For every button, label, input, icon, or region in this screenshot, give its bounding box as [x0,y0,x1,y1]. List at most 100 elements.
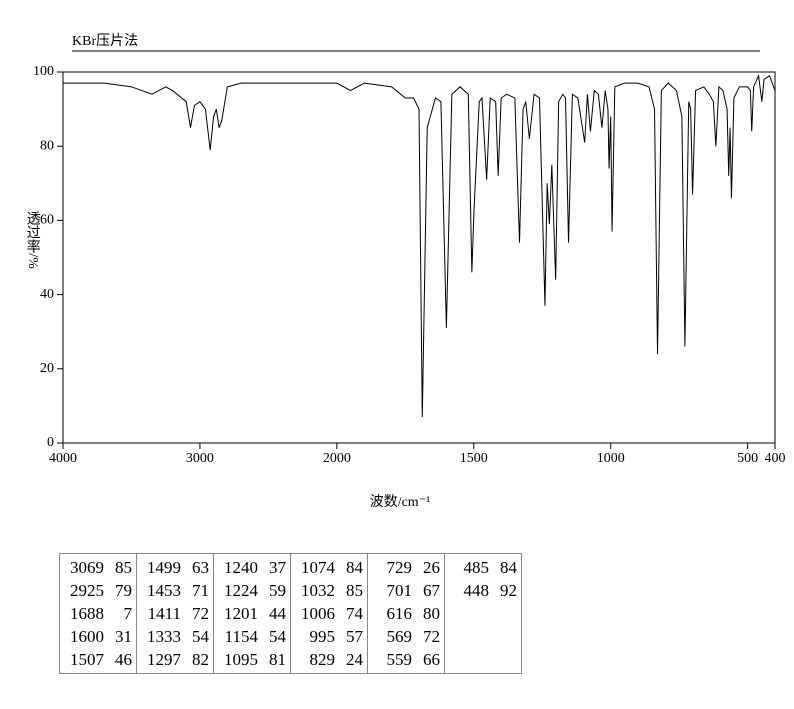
transmittance: 74 [346,604,363,623]
table-row: 1032 85 [295,579,363,602]
x-tick-label: 2000 [323,451,351,466]
table-row: 559 66 [372,648,441,671]
table-row: 569 72 [372,625,441,648]
wavenumber: 829 [309,650,336,669]
transmittance: 85 [115,558,132,577]
transmittance: 79 [115,581,132,600]
chart: KBr压片法 波数/cm⁻¹ 透过率/% 4000 3000 2000 1500 100… [25,33,786,510]
table-row: 1600 31 [64,625,132,648]
table-column: 3069 85 2925 79 1688 7 1600 31 1507 46 [60,554,137,673]
table-column: 1074 84 1032 85 1006 74 995 57 829 24 [291,554,368,673]
x-tick-label: 400 [765,451,786,466]
table-row: 1499 63 [141,556,209,579]
wavenumber: 1032 [301,581,335,600]
table-column: 1240 37 1224 59 1201 44 1154 54 1095 81 [214,554,291,673]
table-row: 1006 74 [295,602,363,625]
table-row: 995 57 [295,625,364,648]
wavenumber: 485 [463,558,490,577]
y-axis-label: 透过率/% [25,211,41,269]
wavenumber: 1499 [147,558,181,577]
wavenumber: 1224 [224,581,258,600]
wavenumber: 1411 [147,604,181,623]
transmittance: 44 [269,604,286,623]
chart-title: KBr压片法 [72,33,138,49]
wavenumber: 701 [386,581,413,600]
wavenumber: 729 [386,558,413,577]
y-tick-label: 0 [47,435,54,450]
wavenumber: 559 [386,650,413,669]
table-row: 1095 81 [218,648,286,671]
table-row: 1224 59 [218,579,286,602]
transmittance: 66 [423,650,440,669]
transmittance: 46 [115,650,132,669]
wavenumber: 616 [386,604,413,623]
transmittance: 82 [192,650,209,669]
wavenumber: 2925 [70,581,104,600]
wavenumber: 1453 [147,581,181,600]
transmittance: 81 [269,650,286,669]
transmittance: 72 [423,627,440,646]
peak-table: 3069 85 2925 79 1688 7 1600 31 1507 46 1499 63 1453 7… [59,553,522,674]
table-column: 485 84 448 92 [445,554,521,673]
table-column: 729 26 701 67 616 80 569 72 559 66 [368,554,445,673]
wavenumber: 1006 [301,604,335,623]
transmittance: 54 [192,627,209,646]
table-row: 616 80 [372,602,441,625]
transmittance: 7 [123,604,133,623]
wavenumber: 3069 [70,558,104,577]
plot-frame [62,71,776,444]
x-tick-label: 3000 [186,451,214,466]
table-row: 1333 54 [141,625,209,648]
transmittance: 59 [269,581,286,600]
y-tick-label: 60 [40,213,54,228]
y-tick-label: 20 [40,361,54,376]
wavenumber: 1507 [70,650,104,669]
table-row: 1297 82 [141,648,209,671]
transmittance: 85 [346,581,363,600]
wavenumber: 569 [386,627,413,646]
wavenumber: 1074 [301,558,335,577]
transmittance: 63 [192,558,209,577]
table-row: 1688 7 [64,602,132,625]
table-row: 1240 37 [218,556,286,579]
table-column: 1499 63 1453 71 1411 72 1333 54 1297 82 [137,554,214,673]
transmittance: 72 [192,604,209,623]
wavenumber: 1297 [147,650,181,669]
x-axis-label: 波数/cm⁻¹ [370,494,431,510]
transmittance: 54 [269,627,286,646]
table-row: 701 67 [372,579,441,602]
x-tick-label: 1500 [460,451,488,466]
table-row: 1201 44 [218,602,286,625]
wavenumber: 1201 [224,604,258,623]
y-tick-label: 40 [40,287,54,302]
wavenumber: 448 [463,581,490,600]
transmittance: 92 [500,581,517,600]
wavenumber: 1095 [224,650,258,669]
y-tick-label: 80 [40,138,54,153]
table-row: 729 26 [372,556,441,579]
wavenumber: 1600 [70,627,104,646]
transmittance: 26 [423,558,440,577]
x-tick-label: 500 [737,451,758,466]
wavenumber: 1333 [147,627,181,646]
x-tick-label: 4000 [49,451,77,466]
table-row: 1453 71 [141,579,209,602]
wavenumber: 1154 [224,627,258,646]
table-row: 1507 46 [64,648,132,671]
table-row: 485 84 [449,556,518,579]
table-row: 1154 54 [218,625,286,648]
y-tick-label: 100 [33,64,54,79]
transmittance: 57 [346,627,363,646]
table-row: 1074 84 [295,556,363,579]
transmittance: 67 [423,581,440,600]
table-row: 448 92 [449,579,518,602]
transmittance: 31 [115,627,132,646]
table-row: 2925 79 [64,579,132,602]
table-row: 3069 85 [64,556,132,579]
transmittance: 84 [500,558,517,577]
wavenumber: 995 [309,627,336,646]
wavenumber: 1688 [70,604,104,623]
transmittance: 71 [192,581,209,600]
transmittance: 84 [346,558,363,577]
